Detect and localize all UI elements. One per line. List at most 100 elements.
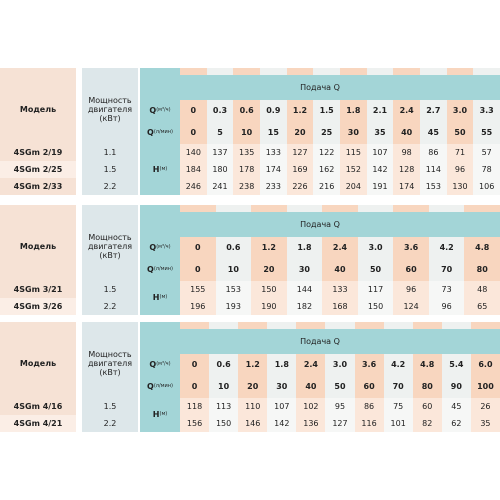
- head-value: 146: [238, 415, 268, 432]
- q-value: 0.6: [233, 100, 260, 122]
- q-value: 0: [180, 376, 210, 398]
- strip: [82, 322, 138, 329]
- flow-header: Подача Q: [140, 329, 500, 354]
- q-value: 40: [322, 259, 358, 281]
- strip: [215, 205, 252, 212]
- head-value: 117: [357, 281, 394, 298]
- strip: [180, 205, 216, 212]
- head-value: 168: [322, 298, 358, 315]
- head-value: 152: [340, 161, 367, 178]
- model-header: Модель: [0, 329, 76, 398]
- head-value: 35: [470, 415, 500, 432]
- strip: [267, 322, 297, 329]
- unit: (м): [159, 165, 168, 172]
- head-value: 246: [180, 178, 207, 195]
- q-value: 3.6: [354, 354, 384, 376]
- head-value: 118: [180, 398, 210, 415]
- head-value: 106: [473, 178, 500, 195]
- q-value: 10: [215, 259, 252, 281]
- power-cell: 1.5: [82, 281, 138, 298]
- unit: (м³/ч): [156, 244, 171, 251]
- head-value: 233: [260, 178, 287, 195]
- q-value: 1.5: [313, 100, 340, 122]
- q-value: 1.8: [286, 237, 323, 259]
- head-value: 133: [260, 144, 287, 161]
- strip: [383, 322, 413, 329]
- head-value: 57: [473, 144, 500, 161]
- q-value: 0.3: [206, 100, 234, 122]
- head-value: 98: [393, 144, 420, 161]
- q-value: 50: [357, 259, 394, 281]
- strip: [420, 68, 447, 75]
- strip: [357, 205, 394, 212]
- strip: [366, 68, 394, 75]
- symbol: Q: [147, 382, 154, 392]
- q-value: 0.9: [260, 100, 287, 122]
- q-value: 2.4: [296, 354, 326, 376]
- q-value: 1.2: [286, 100, 314, 122]
- q-label: Q (л/мин): [140, 376, 180, 398]
- model-header: Модель: [0, 75, 76, 144]
- unit: (м³/ч): [156, 361, 171, 368]
- strip: [140, 322, 180, 329]
- unit: (л/мин): [153, 383, 173, 390]
- head-value: 150: [357, 298, 394, 315]
- q-value: 1.2: [238, 354, 268, 376]
- power-header: Мощность двигателя (кВт): [82, 212, 138, 281]
- strip: [0, 322, 76, 329]
- q-value: 20: [286, 122, 314, 144]
- power-header: Мощность двигателя (кВт): [82, 75, 138, 144]
- q-value: 80: [464, 259, 500, 281]
- head-value: 137: [206, 144, 234, 161]
- head-value: 65: [464, 298, 500, 315]
- q-value: 3.0: [357, 237, 394, 259]
- q-value: 0.6: [209, 354, 239, 376]
- q-value: 1.8: [267, 354, 297, 376]
- strip: [180, 68, 207, 75]
- head-value: 182: [286, 298, 323, 315]
- head-value: 196: [180, 298, 216, 315]
- power-cell: 2.2: [82, 298, 138, 315]
- head-value: 191: [366, 178, 394, 195]
- strip: [428, 205, 465, 212]
- head-value: 86: [354, 398, 384, 415]
- strip: [286, 68, 314, 75]
- q-value: 30: [286, 259, 323, 281]
- q-value: 30: [267, 376, 297, 398]
- strip: [260, 68, 287, 75]
- head-value: 180: [206, 161, 234, 178]
- q-value: 60: [354, 376, 384, 398]
- strip: [393, 205, 429, 212]
- unit: (м): [159, 411, 168, 418]
- head-value: 133: [322, 281, 358, 298]
- head-value: 169: [286, 161, 314, 178]
- model-cell: 4SGm 2/25: [0, 161, 76, 178]
- q-value: 0: [180, 237, 216, 259]
- symbol: Q: [149, 360, 157, 370]
- power-cell: 1.1: [82, 144, 138, 161]
- flow-header: Подача Q: [140, 212, 500, 237]
- head-value: 60: [412, 398, 442, 415]
- q-value: 40: [296, 376, 326, 398]
- q-value: 30: [340, 122, 367, 144]
- head-value: 174: [393, 178, 420, 195]
- head-value: 127: [325, 415, 355, 432]
- head-value: 136: [296, 415, 326, 432]
- head-value: 178: [233, 161, 260, 178]
- head-value: 162: [313, 161, 340, 178]
- q-value: 3.0: [325, 354, 355, 376]
- head-value: 144: [286, 281, 323, 298]
- q-value: 10: [233, 122, 260, 144]
- q-value: 2.4: [393, 100, 420, 122]
- q-value: 1.8: [340, 100, 367, 122]
- power-cell: 2.2: [82, 415, 138, 432]
- symbol: H: [152, 410, 160, 420]
- strip: [82, 68, 138, 75]
- unit: (м): [159, 294, 168, 301]
- head-value: 107: [267, 398, 297, 415]
- head-value: 140: [180, 144, 207, 161]
- head-value: 116: [354, 415, 384, 432]
- power-cell: 1.5: [82, 398, 138, 415]
- head-value: 130: [446, 178, 474, 195]
- q-value: 10: [209, 376, 239, 398]
